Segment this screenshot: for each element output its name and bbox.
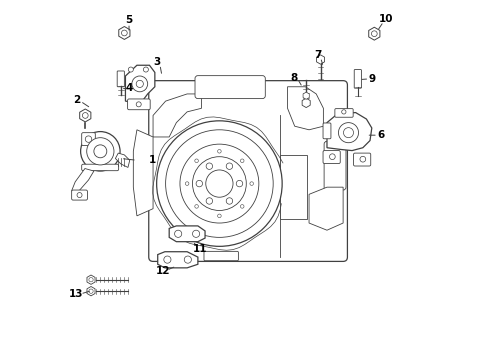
Circle shape xyxy=(240,204,244,208)
Circle shape xyxy=(240,159,244,163)
Circle shape xyxy=(194,159,198,163)
FancyBboxPatch shape xyxy=(203,251,238,261)
FancyBboxPatch shape xyxy=(323,150,340,163)
Circle shape xyxy=(217,149,221,153)
FancyBboxPatch shape xyxy=(334,109,352,117)
Circle shape xyxy=(192,157,246,211)
Text: 2: 2 xyxy=(73,95,80,105)
Circle shape xyxy=(89,289,93,293)
FancyBboxPatch shape xyxy=(195,76,265,99)
Polygon shape xyxy=(303,92,308,99)
Polygon shape xyxy=(326,113,371,150)
FancyBboxPatch shape xyxy=(117,71,124,87)
Circle shape xyxy=(359,156,365,162)
Text: 5: 5 xyxy=(125,15,132,26)
Polygon shape xyxy=(133,130,153,216)
Polygon shape xyxy=(119,27,130,40)
Circle shape xyxy=(236,180,242,187)
Circle shape xyxy=(86,138,114,165)
Circle shape xyxy=(226,163,232,170)
Circle shape xyxy=(338,123,358,143)
Polygon shape xyxy=(125,65,155,103)
Polygon shape xyxy=(169,226,204,242)
Circle shape xyxy=(192,230,199,237)
Circle shape xyxy=(206,163,212,170)
Circle shape xyxy=(94,145,106,158)
Text: 12: 12 xyxy=(155,266,170,276)
Circle shape xyxy=(156,121,282,246)
Circle shape xyxy=(341,110,346,114)
Circle shape xyxy=(89,278,93,282)
Circle shape xyxy=(371,31,376,37)
Polygon shape xyxy=(368,27,379,40)
Text: 11: 11 xyxy=(192,244,206,254)
FancyBboxPatch shape xyxy=(324,141,346,190)
Circle shape xyxy=(343,128,353,138)
Circle shape xyxy=(226,198,232,204)
Polygon shape xyxy=(302,98,309,108)
Circle shape xyxy=(81,132,120,171)
Text: 6: 6 xyxy=(376,130,384,140)
Circle shape xyxy=(249,182,253,185)
Circle shape xyxy=(132,76,147,92)
Polygon shape xyxy=(115,153,129,167)
Circle shape xyxy=(205,170,233,197)
Text: 9: 9 xyxy=(368,74,375,84)
Circle shape xyxy=(329,154,335,159)
Circle shape xyxy=(185,182,188,185)
Circle shape xyxy=(196,180,202,187)
Circle shape xyxy=(163,256,171,263)
FancyBboxPatch shape xyxy=(81,164,119,171)
Circle shape xyxy=(121,30,127,36)
Text: 1: 1 xyxy=(148,155,155,165)
Circle shape xyxy=(128,67,133,72)
Circle shape xyxy=(174,230,182,237)
FancyBboxPatch shape xyxy=(280,155,306,220)
Circle shape xyxy=(217,214,221,218)
Polygon shape xyxy=(308,187,343,230)
Polygon shape xyxy=(87,287,95,296)
Text: 3: 3 xyxy=(153,57,160,67)
FancyBboxPatch shape xyxy=(353,69,361,88)
Text: 10: 10 xyxy=(378,14,392,24)
Text: 8: 8 xyxy=(290,73,297,83)
Polygon shape xyxy=(316,55,324,64)
Circle shape xyxy=(184,256,191,263)
Polygon shape xyxy=(287,87,323,130)
Circle shape xyxy=(136,102,141,107)
Circle shape xyxy=(143,67,148,72)
FancyBboxPatch shape xyxy=(127,99,150,110)
Polygon shape xyxy=(87,275,95,284)
Circle shape xyxy=(206,198,212,204)
FancyBboxPatch shape xyxy=(353,153,370,166)
FancyBboxPatch shape xyxy=(72,190,87,200)
Text: 7: 7 xyxy=(314,50,322,60)
Circle shape xyxy=(136,80,143,87)
Circle shape xyxy=(77,193,82,198)
FancyBboxPatch shape xyxy=(323,123,330,139)
Circle shape xyxy=(194,204,198,208)
Circle shape xyxy=(165,130,273,237)
FancyBboxPatch shape xyxy=(148,81,346,261)
Text: 13: 13 xyxy=(68,289,83,299)
Polygon shape xyxy=(72,168,94,194)
Circle shape xyxy=(180,144,258,223)
Circle shape xyxy=(85,136,92,142)
Text: 4: 4 xyxy=(125,83,132,93)
Polygon shape xyxy=(80,109,91,122)
Polygon shape xyxy=(153,94,201,137)
Polygon shape xyxy=(158,252,198,268)
Circle shape xyxy=(82,113,88,118)
FancyBboxPatch shape xyxy=(81,133,95,145)
